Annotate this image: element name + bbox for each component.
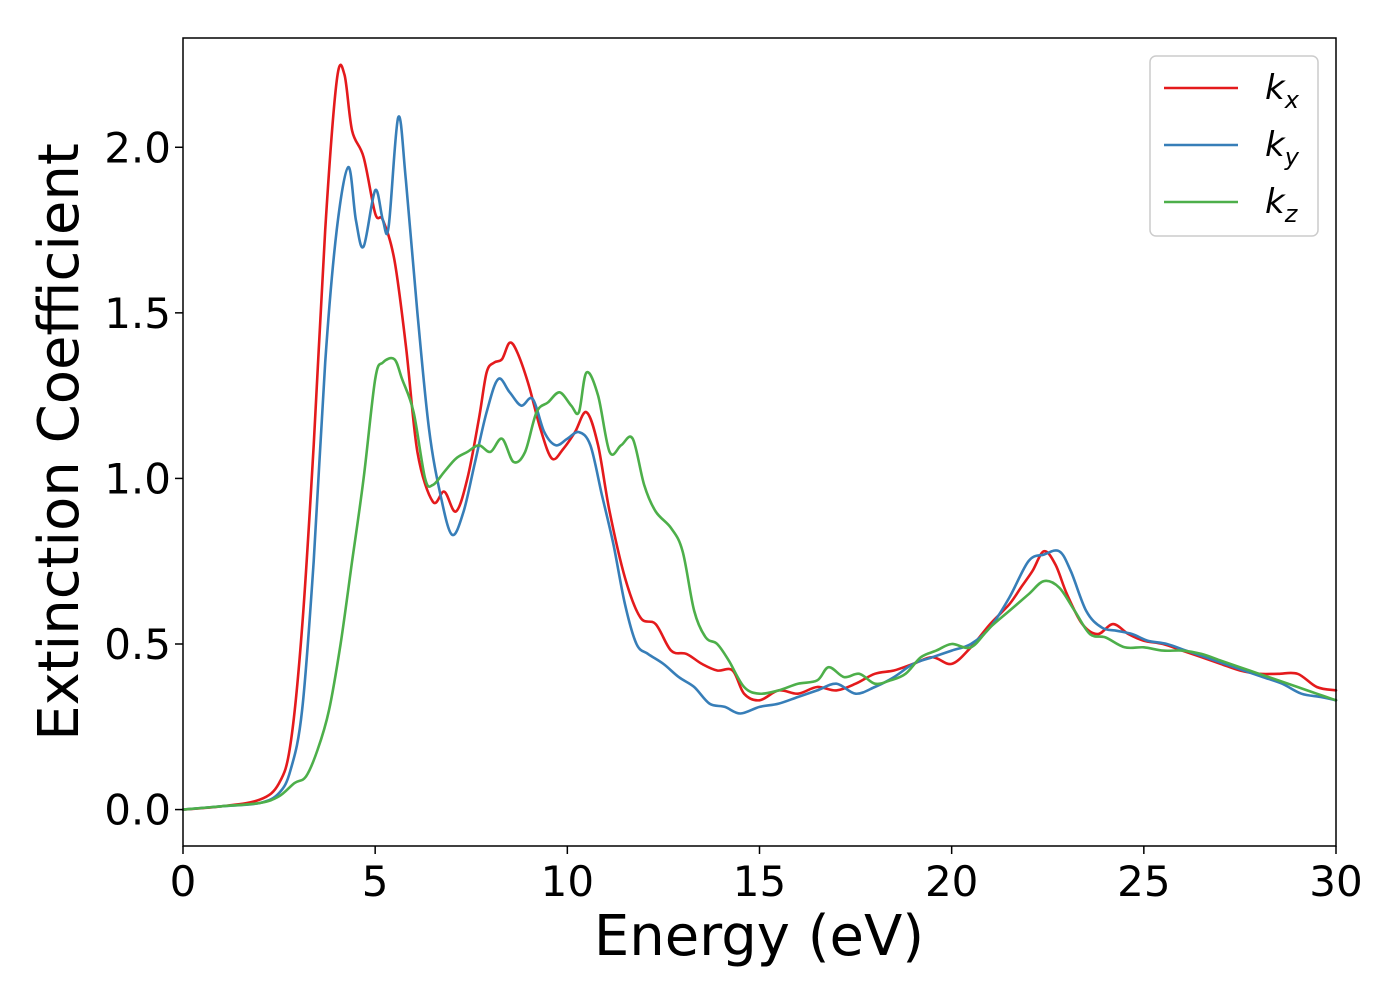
legend-label-kz: kz — [1265, 182, 1299, 228]
legend-label-ky: ky — [1265, 125, 1300, 171]
series-line-kz — [181, 356, 1338, 811]
x-axis-title: Energy (eV) — [594, 904, 924, 969]
y-tick-label: 1.0 — [104, 454, 171, 503]
y-axis-ticks: 0.0 0.5 1.0 1.5 2.0 — [104, 123, 183, 835]
series-line-kx — [181, 63, 1338, 811]
y-tick-label: 0.0 — [104, 786, 171, 835]
x-tick-label: 20 — [925, 857, 978, 906]
series-layer — [181, 63, 1338, 811]
y-tick-label: 1.5 — [104, 289, 171, 338]
series-line-ky — [181, 115, 1338, 811]
x-tick-label: 30 — [1309, 857, 1362, 906]
y-tick-label: 2.0 — [104, 123, 171, 172]
y-axis-title: Extinction Coefficient — [27, 143, 92, 741]
x-tick-label: 10 — [541, 857, 594, 906]
x-tick-label: 15 — [733, 857, 786, 906]
legend: kx ky kz — [1149, 55, 1319, 237]
legend-items: kx ky kz — [1164, 68, 1300, 228]
x-tick-label: 25 — [1117, 857, 1170, 906]
legend-label-kx: kx — [1265, 68, 1300, 114]
y-tick-label: 0.5 — [104, 620, 171, 669]
x-axis-ticks: 0 5 10 15 20 25 30 — [170, 846, 1363, 906]
x-tick-label: 0 — [170, 857, 197, 906]
x-tick-label: 5 — [362, 857, 389, 906]
